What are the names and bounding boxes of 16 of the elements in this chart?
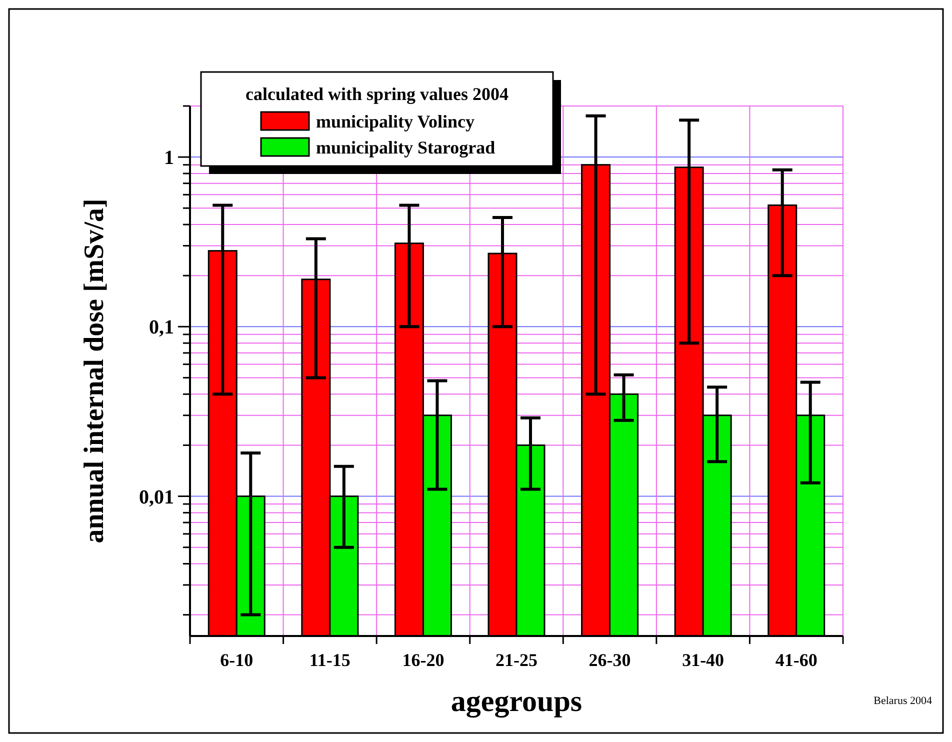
x-tick-label: 6-10 (220, 650, 254, 670)
x-tick-label: 26-30 (588, 650, 631, 670)
x-axis-title: agegroups (450, 685, 582, 718)
y-tick-label: 1 (164, 147, 174, 170)
legend-label: municipality Starograd (316, 137, 496, 158)
x-tick-label: 16-20 (402, 650, 444, 670)
x-tick-label: 41-60 (775, 650, 818, 670)
legend-label: municipality Volincy (316, 111, 475, 132)
y-axis-title: annual internal dose [mSv/a] (79, 198, 110, 544)
y-tick-label: 0,01 (139, 486, 174, 508)
text: Belarus 2004 (874, 695, 932, 707)
x-tick-label: 11-15 (309, 650, 350, 670)
y-tick-label: 0,1 (149, 316, 174, 339)
x-tick-label: 21-25 (496, 650, 538, 670)
x-tick-label: 31-40 (682, 650, 724, 670)
legend-title: calculated with spring values 2004 (245, 84, 509, 104)
